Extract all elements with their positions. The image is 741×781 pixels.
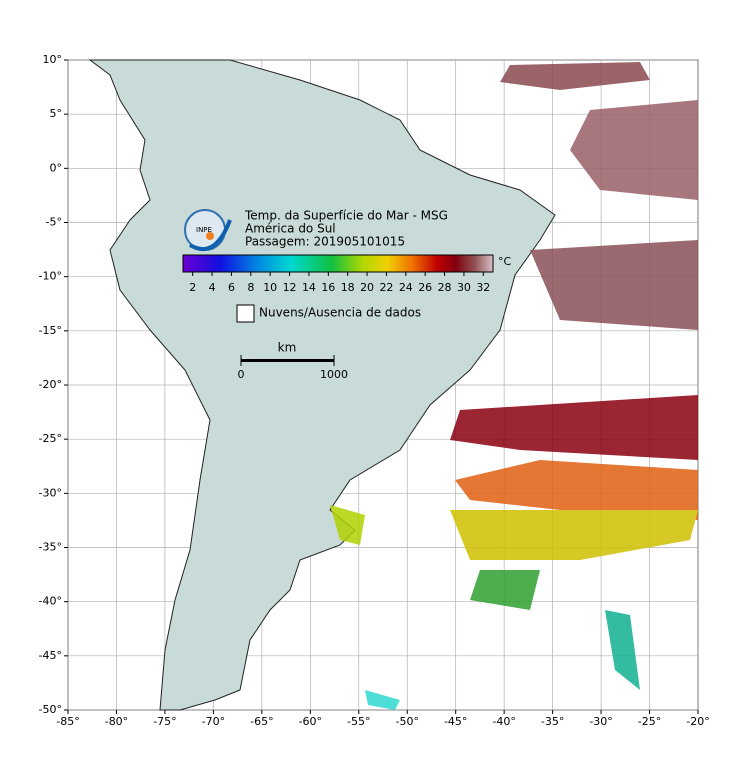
- lon-label: -75°: [153, 715, 176, 728]
- legend-swatch: [236, 304, 255, 323]
- lon-label: -60°: [299, 715, 322, 728]
- lat-label: -15°: [39, 324, 62, 337]
- lon-label: -80°: [105, 715, 128, 728]
- lat-label: 0°: [50, 161, 63, 174]
- colorbar-label: 4: [209, 281, 216, 294]
- lon-label: -25°: [638, 715, 661, 728]
- lat-label: -25°: [39, 432, 62, 445]
- colorbar-label: 20: [360, 281, 374, 294]
- lat-label: -30°: [39, 486, 62, 499]
- lon-label: -85°: [56, 715, 79, 728]
- colorbar-label: 32: [476, 281, 490, 294]
- lat-label: 10°: [43, 53, 63, 66]
- lat-label: -35°: [39, 541, 62, 554]
- colorbar-label: 26: [418, 281, 432, 294]
- colorbar: [182, 254, 494, 273]
- lat-label: -40°: [39, 595, 62, 608]
- lat-label: -20°: [39, 378, 62, 391]
- colorbar-label: 12: [283, 281, 297, 294]
- scale-unit: km: [278, 341, 297, 355]
- colorbar-label: 28: [438, 281, 452, 294]
- colorbar-label: 16: [321, 281, 335, 294]
- lon-label: -55°: [347, 715, 370, 728]
- colorbar-label: 8: [247, 281, 254, 294]
- colorbar-unit: °C: [498, 255, 512, 268]
- lon-label: -30°: [589, 715, 612, 728]
- lon-label: -70°: [202, 715, 225, 728]
- logo-text: INPE: [196, 226, 212, 234]
- lat-label: -10°: [39, 270, 62, 283]
- lat-label: -45°: [39, 649, 62, 662]
- scale-label: 1000: [320, 368, 348, 381]
- lon-label: -50°: [395, 715, 418, 728]
- lon-label: -45°: [444, 715, 467, 728]
- lon-label: -35°: [541, 715, 564, 728]
- lat-label: 5°: [50, 107, 63, 120]
- lat-label: -5°: [46, 216, 62, 229]
- colorbar-label: 14: [302, 281, 316, 294]
- lon-label: -65°: [250, 715, 273, 728]
- sst-patches: [330, 62, 698, 710]
- colorbar-label: 30: [457, 281, 471, 294]
- logo: INPE: [184, 209, 232, 252]
- title: Temp. da Superfície do Mar - MSG: [244, 209, 448, 223]
- region: América do Sul: [245, 222, 336, 236]
- lat-label: -50°: [39, 703, 62, 716]
- lon-label: -20°: [686, 715, 709, 728]
- colorbar-label: 22: [379, 281, 393, 294]
- scale-label: 0: [238, 368, 245, 381]
- colorbar-label: 6: [228, 281, 235, 294]
- colorbar-label: 10: [263, 281, 277, 294]
- colorbar-label: 2: [189, 281, 196, 294]
- colorbar-label: 24: [399, 281, 413, 294]
- legend-label: Nuvens/Ausencia de dados: [259, 306, 421, 320]
- scale-bar: [241, 359, 334, 362]
- colorbar-label: 18: [341, 281, 355, 294]
- lon-label: -40°: [492, 715, 515, 728]
- pass-time: Passagem: 201905101015: [245, 235, 405, 249]
